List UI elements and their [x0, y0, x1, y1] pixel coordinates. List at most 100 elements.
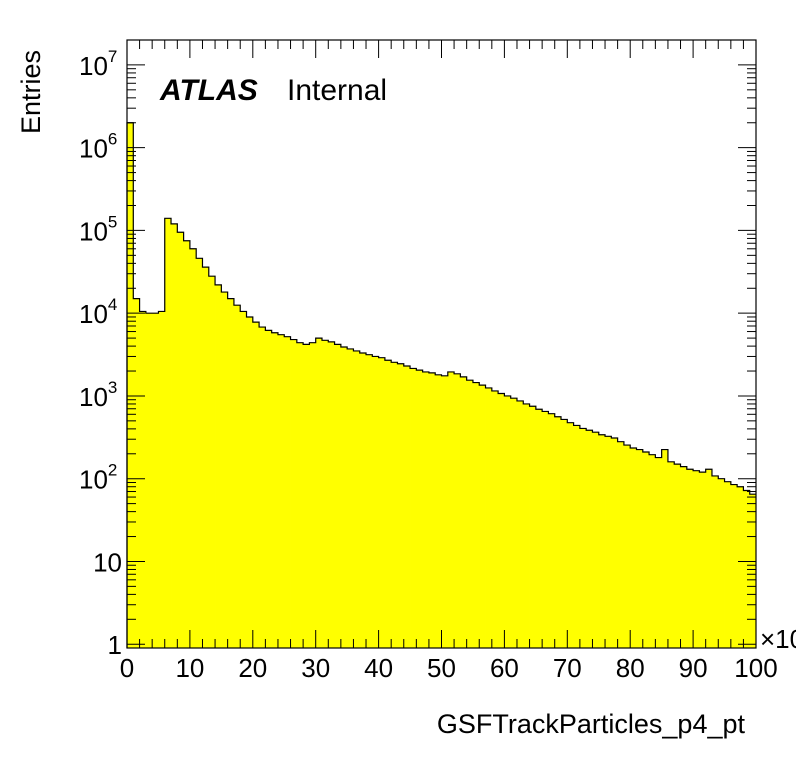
x-tick-labels: 0 10 20 30 40 50 60 70 80 90 100 — [120, 653, 778, 683]
histogram-bin — [611, 438, 619, 648]
histogram-bin — [649, 454, 656, 648]
histogram-bin — [158, 311, 166, 648]
x-tick-label: 40 — [364, 653, 393, 683]
histogram-bin — [152, 313, 159, 648]
histogram-bin — [441, 375, 449, 648]
histogram-bin — [145, 313, 153, 648]
histogram-bin — [309, 342, 317, 648]
histogram-bin — [504, 395, 512, 648]
y-tick-label: 107 — [79, 47, 117, 81]
histogram-bin — [661, 449, 669, 648]
histogram-bin — [542, 411, 549, 648]
histogram-bin — [366, 354, 373, 648]
histogram-bin — [296, 342, 304, 648]
histogram-bin — [718, 478, 725, 648]
histogram-bin — [743, 490, 751, 648]
histogram-bin — [127, 122, 134, 648]
histogram-bin — [240, 311, 247, 648]
histogram-bin — [277, 334, 285, 648]
histogram-bin — [303, 344, 310, 648]
histogram-bin — [372, 356, 379, 648]
histogram-bin — [164, 218, 172, 648]
histogram-bin — [586, 430, 593, 648]
histogram-bin — [523, 403, 530, 648]
x-tick-label: 30 — [301, 653, 330, 683]
histogram-outline — [126, 122, 756, 648]
histogram-bin — [246, 316, 254, 648]
x-axis-multiplier: ×10 — [760, 624, 796, 654]
histogram-bin — [391, 362, 398, 648]
histogram-bin — [435, 374, 442, 648]
histogram-bin — [378, 357, 386, 648]
x-tick-label: 60 — [490, 653, 519, 683]
histogram-bin — [485, 387, 493, 648]
x-tick-label: 90 — [679, 653, 708, 683]
histogram-bin — [139, 311, 147, 648]
histogram-bin — [403, 366, 411, 648]
histogram-bin — [340, 347, 348, 648]
histogram-bin — [196, 258, 203, 648]
histogram-bin — [265, 330, 273, 648]
histogram-bin — [737, 486, 744, 648]
plot-frame — [126, 39, 757, 649]
histogram-bin — [554, 416, 562, 648]
histogram-bin — [535, 409, 543, 648]
histogram-bin — [259, 327, 266, 648]
histogram-bin — [693, 470, 700, 648]
histogram-bin — [749, 494, 757, 648]
histogram-bin — [208, 276, 216, 648]
histogram-bin — [321, 340, 329, 648]
histogram-bin — [667, 461, 675, 648]
y-tick-label: 103 — [79, 378, 117, 412]
histogram-bin — [561, 419, 568, 648]
histogram-bin — [686, 469, 694, 648]
y-tick-label: 10 — [93, 547, 122, 577]
histogram-bin — [284, 336, 291, 648]
histogram-bin — [510, 398, 518, 648]
x-tick-label: 0 — [120, 653, 134, 683]
y-tick-label: 104 — [79, 295, 117, 329]
histogram-bin — [529, 406, 537, 648]
y-axis-title: Entries — [16, 50, 46, 134]
y-tick-labels: 1 10 102 103 104 105 106 107 — [79, 47, 122, 660]
histogram-bin — [573, 425, 581, 648]
histogram-bin — [428, 372, 436, 648]
histogram-bin — [630, 447, 637, 648]
histogram-bin — [567, 422, 574, 648]
histogram-bin — [516, 400, 524, 648]
histogram-bin — [472, 382, 480, 648]
atlas-label: ATLAS — [159, 74, 258, 107]
histogram-bin — [347, 348, 354, 648]
histogram-bin — [674, 464, 681, 648]
histogram-bin — [233, 305, 241, 648]
histogram-bin — [617, 441, 625, 648]
histogram-bin — [711, 475, 719, 648]
histogram-bin — [252, 322, 260, 648]
histogram-bin — [498, 393, 505, 648]
histogram-bin — [642, 452, 650, 648]
histogram-bin — [636, 449, 644, 648]
histogram-bin — [189, 248, 197, 648]
histogram-bin — [699, 472, 707, 648]
histogram-bin — [491, 390, 499, 648]
y-tick-label: 1 — [108, 630, 122, 660]
histogram-bin — [397, 363, 405, 648]
x-tick-label: 50 — [427, 653, 456, 683]
histogram-bin — [334, 344, 342, 648]
histogram-bin — [133, 298, 140, 648]
histogram-bin — [215, 284, 222, 648]
histogram-bin — [623, 445, 631, 648]
histogram-bin — [705, 469, 713, 648]
histogram-bin — [605, 436, 612, 648]
y-tick-label: 102 — [79, 461, 117, 495]
x-tick-label: 10 — [175, 653, 204, 683]
histogram-bin — [592, 432, 600, 648]
atlas-status: Internal — [287, 74, 387, 107]
histogram-bin — [183, 240, 191, 648]
histogram-bin — [416, 370, 424, 648]
x-axis-title: GSFTrackParticles_p4_pt — [437, 709, 746, 739]
histogram-bin — [422, 371, 430, 648]
histogram-bin — [680, 466, 688, 648]
histogram-bin — [479, 385, 486, 648]
